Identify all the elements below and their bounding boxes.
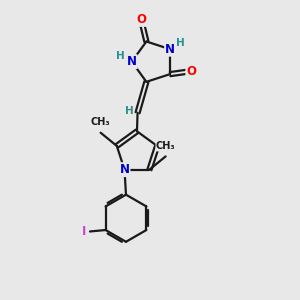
Text: N: N [127,55,137,68]
Text: CH₃: CH₃ [156,141,176,151]
Text: H: H [125,106,134,116]
Text: H: H [116,51,125,62]
Text: CH₃: CH₃ [91,117,110,128]
Text: N: N [165,43,175,56]
Text: O: O [186,65,196,78]
Text: N: N [119,163,130,176]
Text: H: H [176,38,185,48]
Text: I: I [82,225,86,238]
Text: O: O [136,13,146,26]
